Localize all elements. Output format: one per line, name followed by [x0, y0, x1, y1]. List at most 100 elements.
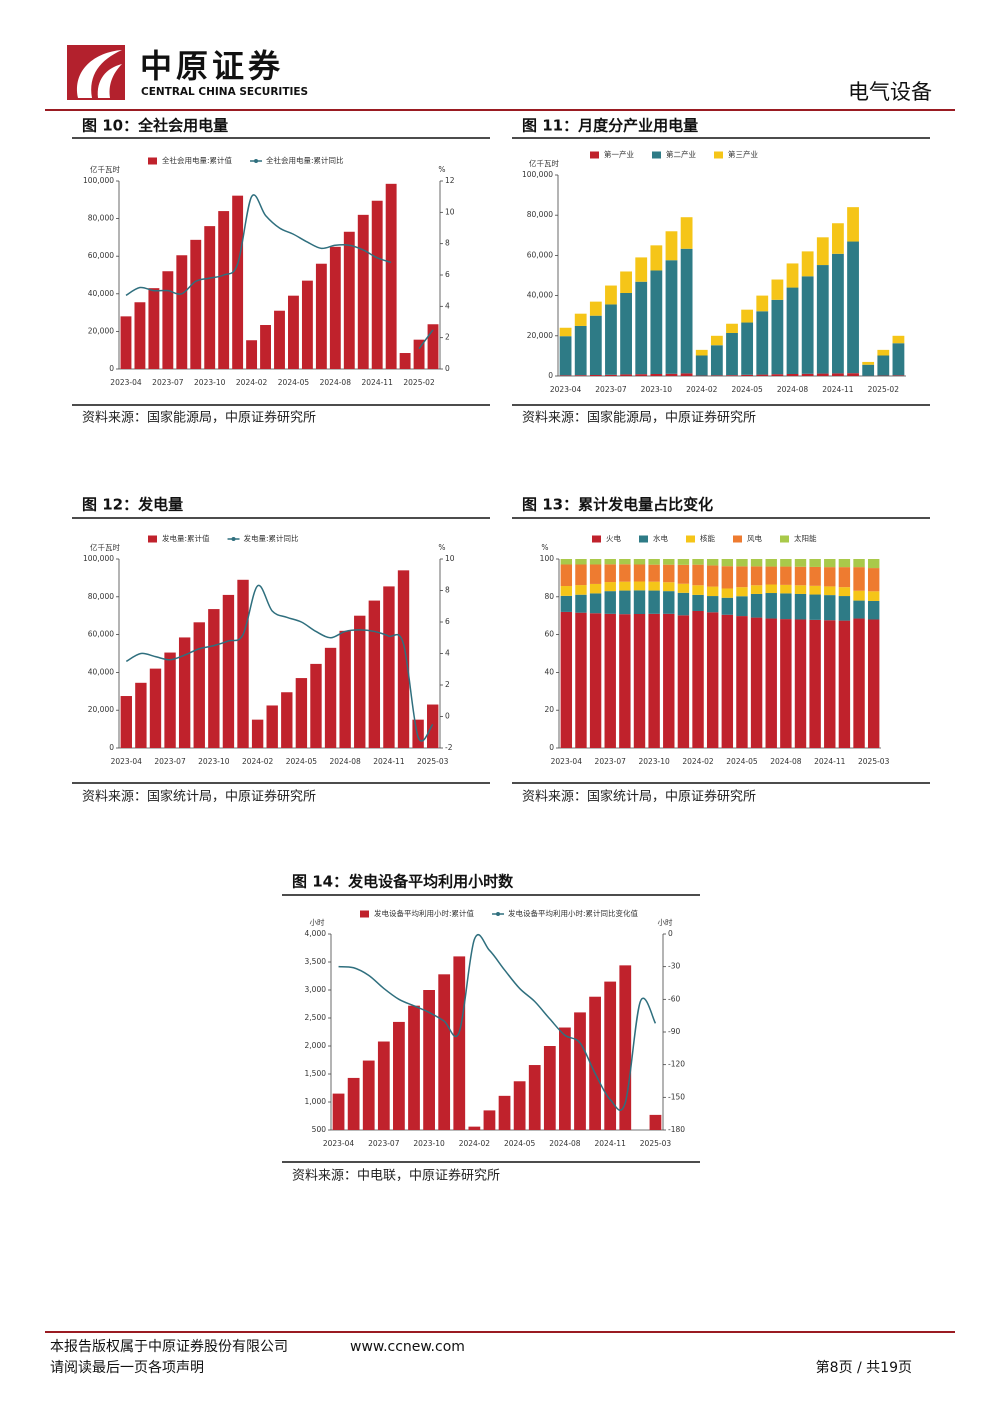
bar-segment — [838, 620, 851, 748]
x-tick-label: 2023-04 — [110, 378, 142, 387]
y-tick-label: 20,000 — [88, 705, 114, 714]
legend-swatch — [686, 535, 695, 543]
bar-segment — [867, 559, 880, 569]
bar — [423, 990, 435, 1130]
bar-segment — [847, 373, 859, 376]
bar-segment — [575, 594, 587, 613]
legend-label: 水电 — [653, 533, 668, 543]
y2-unit: 小时 — [658, 917, 673, 927]
bar — [218, 211, 230, 369]
bar-segment — [663, 591, 675, 614]
bar-segment — [892, 343, 905, 376]
bar — [468, 1126, 481, 1130]
bar — [393, 1021, 405, 1130]
bar-segment — [560, 559, 573, 565]
legend-label: 太阳能 — [794, 533, 817, 543]
y-tick-label: 20 — [544, 705, 554, 714]
bar — [347, 1077, 360, 1130]
bar-segment — [589, 593, 602, 614]
bar-segment — [663, 582, 675, 592]
bar — [315, 263, 327, 369]
figure-title: 图 13：累计发电量占比变化 — [522, 496, 713, 514]
x-tick-label: 2023-04 — [323, 1139, 355, 1148]
y-tick-label: 0 — [548, 371, 553, 380]
legend-swatch — [639, 535, 648, 543]
x-tick-label: 2024-05 — [731, 385, 763, 394]
y-tick-label: 1,500 — [305, 1069, 327, 1078]
bar-segment — [575, 564, 587, 586]
y2-tick-label: -2 — [445, 743, 453, 752]
bar — [148, 288, 160, 369]
y2-unit: % — [438, 165, 445, 174]
bar-segment — [633, 559, 646, 565]
bar-segment — [706, 612, 719, 748]
bar-segment — [750, 617, 763, 748]
bar — [438, 974, 451, 1130]
figure-source: 资料来源：国家能源局，中原证券研究所 — [522, 410, 756, 426]
y-tick-label: 3,000 — [305, 985, 327, 994]
x-tick-label: 2024-02 — [236, 378, 268, 387]
bar-segment — [838, 567, 851, 588]
legend-swatch — [231, 537, 236, 541]
y-tick-label: 40 — [544, 667, 554, 676]
legend-label: 第一产业 — [604, 149, 634, 159]
bar-segment — [765, 593, 777, 619]
bar — [574, 1012, 586, 1130]
bar-segment — [633, 581, 646, 591]
bar — [288, 295, 299, 369]
bar-segment — [862, 364, 875, 376]
bar-segment — [605, 285, 617, 305]
y2-tick-label: 8 — [445, 239, 450, 248]
bar — [120, 696, 132, 748]
bar-segment — [648, 559, 660, 565]
bar-segment — [892, 335, 905, 344]
bar-segment — [801, 251, 814, 277]
y-tick-label: 3,500 — [305, 957, 327, 966]
bar-segment — [853, 567, 865, 591]
x-tick-label: 2024-11 — [362, 378, 394, 387]
bar-segment — [650, 270, 663, 374]
page-number: 第8页 / 共19页 — [816, 1359, 912, 1376]
bar-segment — [680, 248, 693, 374]
y2-tick-label: 0 — [445, 364, 450, 373]
y2-tick-label: -120 — [668, 1060, 685, 1069]
y2-tick-label: 10 — [445, 207, 455, 216]
bar-segment — [741, 309, 754, 323]
bar-segment — [867, 591, 880, 601]
x-tick-label: 2023-07 — [152, 378, 184, 387]
bar-segment — [824, 586, 836, 596]
bar — [604, 981, 617, 1130]
bar-segment — [750, 566, 763, 586]
bar — [193, 622, 205, 748]
website: www.ccnew.com — [350, 1339, 465, 1355]
bar-segment — [771, 279, 784, 300]
company-name: 中原证券 — [140, 47, 284, 85]
legend-swatch — [590, 151, 599, 159]
bar-segment — [721, 597, 734, 615]
bar-segment — [794, 559, 807, 567]
x-tick-label: 2024-02 — [686, 385, 718, 394]
bar-segment — [663, 613, 675, 748]
y2-tick-label: 10 — [445, 554, 455, 563]
bar-segment — [604, 613, 616, 748]
bar-segment — [756, 311, 769, 375]
bar-segment — [853, 559, 865, 568]
legend-swatch — [496, 912, 501, 916]
bar-segment — [633, 590, 646, 614]
bar-segment — [736, 559, 748, 567]
bar-segment — [832, 373, 844, 376]
x-tick-label: 2023-10 — [413, 1139, 445, 1148]
legend-label: 全社会用电量:累计值 — [162, 155, 233, 165]
bar-segment — [706, 596, 719, 613]
y2-tick-label: -30 — [668, 962, 680, 971]
bar-segment — [780, 584, 792, 594]
bar-segment — [786, 287, 799, 374]
bar — [237, 579, 249, 748]
y-tick-label: 1,000 — [305, 1097, 327, 1106]
bar — [619, 965, 632, 1130]
bar — [371, 200, 383, 369]
bar — [413, 339, 425, 369]
bar — [427, 324, 439, 369]
bar-segment — [604, 582, 616, 592]
